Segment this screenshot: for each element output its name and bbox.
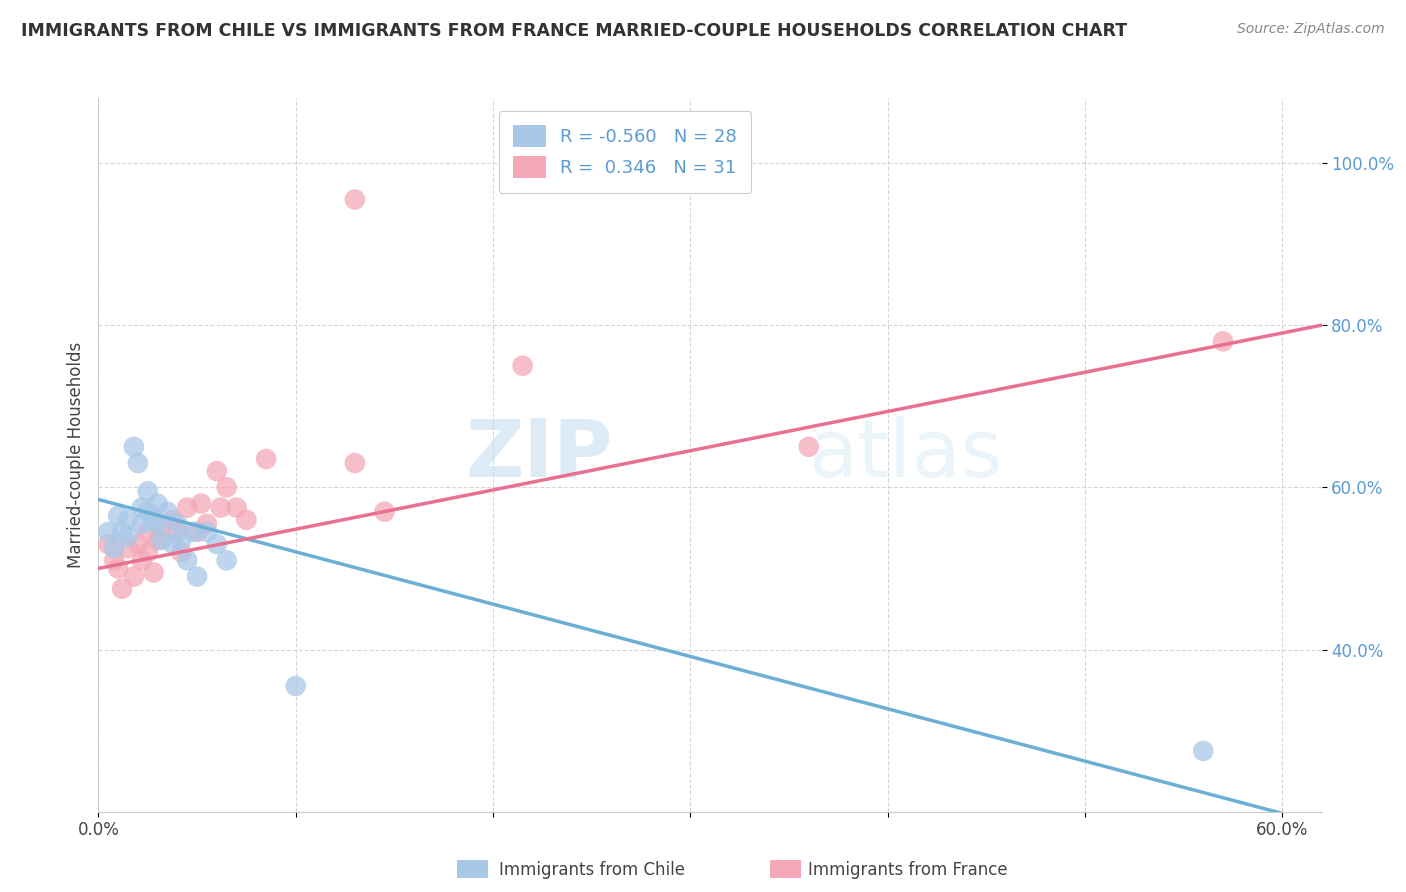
Point bbox=[343, 193, 366, 207]
Point bbox=[117, 513, 139, 527]
Point bbox=[117, 541, 139, 556]
Point bbox=[195, 524, 218, 539]
Point bbox=[205, 464, 228, 478]
Point bbox=[136, 484, 159, 499]
Point bbox=[1212, 334, 1234, 349]
Point bbox=[156, 505, 179, 519]
Point bbox=[122, 440, 145, 454]
Text: atlas: atlas bbox=[808, 416, 1002, 494]
Y-axis label: Married-couple Households: Married-couple Households bbox=[66, 342, 84, 568]
Text: Immigrants from Chile: Immigrants from Chile bbox=[499, 861, 685, 879]
Point bbox=[284, 679, 307, 693]
Point bbox=[235, 513, 257, 527]
Bar bbox=[770, 860, 801, 878]
Point bbox=[797, 440, 820, 454]
Point bbox=[373, 505, 395, 519]
Point bbox=[117, 529, 139, 543]
Point bbox=[150, 521, 173, 535]
Point bbox=[136, 545, 159, 559]
Point bbox=[127, 537, 149, 551]
Point bbox=[146, 533, 169, 547]
Point bbox=[127, 456, 149, 470]
Point bbox=[512, 359, 534, 373]
Point bbox=[142, 566, 165, 580]
Point bbox=[186, 569, 208, 583]
Point bbox=[215, 480, 238, 494]
Point bbox=[103, 541, 125, 556]
Point bbox=[136, 505, 159, 519]
Text: ZIP: ZIP bbox=[465, 416, 612, 494]
Point bbox=[225, 500, 247, 515]
Point bbox=[97, 537, 120, 551]
Point bbox=[162, 537, 184, 551]
Point bbox=[170, 545, 193, 559]
Point bbox=[162, 513, 184, 527]
Point bbox=[131, 516, 153, 531]
Point bbox=[150, 533, 173, 547]
Point bbox=[146, 497, 169, 511]
Point bbox=[205, 537, 228, 551]
Point bbox=[186, 524, 208, 539]
Point bbox=[107, 508, 129, 523]
Point bbox=[209, 500, 232, 515]
Legend: R = -0.560   N = 28, R =  0.346   N = 31: R = -0.560 N = 28, R = 0.346 N = 31 bbox=[499, 111, 751, 193]
Point bbox=[176, 500, 198, 515]
Point bbox=[1192, 744, 1215, 758]
Point bbox=[122, 569, 145, 583]
Point bbox=[111, 524, 134, 539]
Point bbox=[111, 582, 134, 596]
Point bbox=[166, 516, 188, 531]
Point bbox=[103, 553, 125, 567]
Point bbox=[181, 524, 204, 539]
Text: Immigrants from France: Immigrants from France bbox=[808, 861, 1008, 879]
Point bbox=[190, 497, 212, 511]
Point bbox=[97, 524, 120, 539]
Point bbox=[176, 553, 198, 567]
Point bbox=[343, 456, 366, 470]
Point bbox=[131, 553, 153, 567]
Point bbox=[131, 500, 153, 515]
Point bbox=[136, 524, 159, 539]
Point bbox=[170, 533, 193, 547]
Text: IMMIGRANTS FROM CHILE VS IMMIGRANTS FROM FRANCE MARRIED-COUPLE HOUSEHOLDS CORREL: IMMIGRANTS FROM CHILE VS IMMIGRANTS FROM… bbox=[21, 22, 1128, 40]
Point bbox=[195, 516, 218, 531]
Point bbox=[215, 553, 238, 567]
Bar bbox=[457, 860, 488, 878]
Point bbox=[254, 452, 277, 467]
Point bbox=[146, 516, 169, 531]
Text: Source: ZipAtlas.com: Source: ZipAtlas.com bbox=[1237, 22, 1385, 37]
Point bbox=[107, 561, 129, 575]
Point bbox=[166, 524, 188, 539]
Point bbox=[142, 513, 165, 527]
